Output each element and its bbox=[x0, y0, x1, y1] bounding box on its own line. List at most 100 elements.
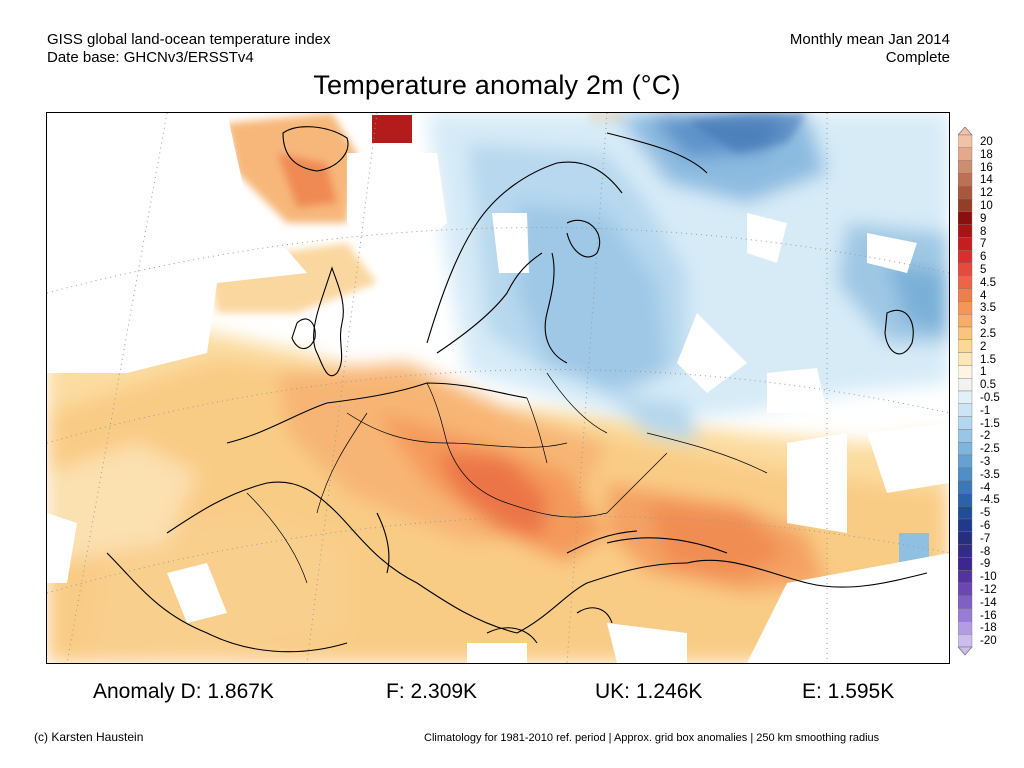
legend-label: 4.5 bbox=[980, 276, 996, 289]
legend-label: 12 bbox=[980, 187, 993, 200]
stat-anomaly-d: Anomaly D: 1.867K bbox=[93, 680, 274, 703]
legend-swatch bbox=[957, 557, 973, 571]
legend-swatch bbox=[957, 173, 973, 187]
legend-swatch bbox=[957, 595, 973, 609]
legend-label: -20 bbox=[980, 635, 997, 648]
legend-swatch bbox=[957, 467, 973, 481]
legend-label: 1.5 bbox=[980, 353, 996, 366]
legend-swatch bbox=[957, 544, 973, 558]
legend-label: 8 bbox=[980, 225, 987, 238]
legend-swatch bbox=[957, 147, 973, 161]
legend-label: -8 bbox=[980, 545, 991, 558]
legend-swatch bbox=[957, 352, 973, 366]
legend-swatch bbox=[957, 518, 973, 533]
legend-swatch bbox=[957, 480, 973, 494]
legend-label: 7 bbox=[980, 238, 987, 251]
climatology-note: Climatology for 1981-2010 ref. period | … bbox=[424, 732, 880, 744]
legend-swatch bbox=[957, 377, 973, 392]
legend-label: 1 bbox=[980, 366, 987, 379]
legend-label: 0.5 bbox=[980, 379, 996, 392]
dataset-title: GISS global land-ocean temperature index bbox=[47, 31, 331, 48]
legend-label: 9 bbox=[980, 212, 987, 225]
graticule bbox=[47, 113, 949, 663]
legend-label: -2.5 bbox=[980, 443, 1000, 456]
legend-swatch bbox=[957, 442, 973, 456]
legend-swatch bbox=[957, 249, 973, 264]
legend-label: 4 bbox=[980, 289, 987, 302]
legend-label: 18 bbox=[980, 148, 993, 161]
anomaly-map bbox=[46, 112, 950, 664]
legend-label: -1.5 bbox=[980, 417, 1000, 430]
header-left: GISS global land-ocean temperature index… bbox=[47, 31, 331, 67]
stat-uk: UK: 1.246K bbox=[595, 680, 703, 703]
legend-swatch bbox=[957, 365, 973, 379]
missing-data bbox=[47, 113, 949, 663]
stat-f: F: 2.309K bbox=[386, 680, 478, 703]
legend-label: 2.5 bbox=[980, 328, 996, 340]
legend-label: -3 bbox=[980, 456, 991, 468]
legend-label: -4 bbox=[980, 481, 991, 494]
legend-label: -12 bbox=[980, 584, 997, 596]
legend-swatch bbox=[957, 390, 973, 405]
legend-label: -3.5 bbox=[980, 468, 1000, 481]
legend-label: -1 bbox=[980, 404, 991, 417]
legend-swatch bbox=[957, 224, 973, 238]
legend-swatch bbox=[957, 608, 973, 622]
legend-swatch bbox=[957, 301, 973, 315]
legend-swatch bbox=[957, 160, 973, 174]
cold-anomaly-field bbox=[427, 113, 949, 443]
borders bbox=[246, 372, 768, 584]
legend-colorbar bbox=[957, 126, 973, 656]
legend-label: -6 bbox=[980, 520, 991, 532]
legend-swatch bbox=[957, 198, 973, 213]
legend-swatch bbox=[957, 275, 973, 289]
legend-label: -10 bbox=[980, 571, 997, 584]
coastlines bbox=[106, 126, 928, 653]
legend-label: 3 bbox=[980, 315, 987, 328]
legend-swatch bbox=[957, 416, 973, 430]
legend-swatch bbox=[957, 134, 973, 149]
legend-swatch bbox=[957, 582, 973, 597]
legend-swatch bbox=[957, 506, 973, 520]
strong-cold-patch bbox=[687, 113, 807, 153]
legend-label: -0.5 bbox=[980, 392, 1000, 404]
legend-swatch bbox=[957, 403, 973, 417]
legend-swatch bbox=[957, 262, 973, 277]
legend-swatch bbox=[957, 186, 973, 200]
legend-swatch bbox=[957, 313, 973, 328]
legend-bottom-arrow bbox=[957, 646, 973, 656]
legend-label: 2 bbox=[980, 340, 987, 353]
header-right: Monthly mean Jan 2014 Complete bbox=[790, 31, 950, 67]
legend-label: -14 bbox=[980, 596, 997, 609]
legend-label: -5 bbox=[980, 507, 991, 520]
anomaly-map-svg bbox=[47, 113, 949, 663]
legend-label: -7 bbox=[980, 532, 991, 545]
hot-grid-box bbox=[372, 115, 412, 143]
legend-label: 6 bbox=[980, 251, 987, 264]
legend-label: 3.5 bbox=[980, 302, 996, 315]
legend-label: 20 bbox=[980, 136, 993, 148]
map-title: Temperature anomaly 2m (°C) bbox=[0, 70, 1024, 101]
legend-swatch bbox=[957, 288, 973, 302]
legend-swatch bbox=[957, 211, 973, 225]
legend-label: -2 bbox=[980, 430, 991, 443]
legend-swatch bbox=[957, 621, 973, 635]
legend-label: 5 bbox=[980, 264, 987, 276]
legend-swatch bbox=[957, 237, 973, 251]
legend-swatch bbox=[957, 634, 973, 648]
legend-label: -16 bbox=[980, 609, 997, 622]
color-legend: 20 18 16 14 12 10 9 8 7 6 5 4.5 4 3.5 3 2.5 2 1.5 1 0.5 -0.5… bbox=[957, 126, 1000, 662]
legend-top-arrow bbox=[957, 126, 973, 136]
legend-swatch bbox=[957, 493, 973, 507]
legend-label: 16 bbox=[980, 161, 993, 174]
legend-label: -9 bbox=[980, 558, 991, 571]
legend-swatch bbox=[957, 454, 973, 469]
legend-swatch bbox=[957, 570, 973, 584]
legend-swatch bbox=[957, 531, 973, 545]
legend-swatch bbox=[957, 326, 973, 341]
period-label: Monthly mean Jan 2014 bbox=[789, 31, 950, 48]
legend-label: 14 bbox=[980, 174, 993, 187]
legend-swatch bbox=[957, 339, 973, 353]
legend-label: 10 bbox=[980, 200, 993, 212]
map-title-text: Temperature anomaly 2m (°C) bbox=[313, 70, 681, 100]
